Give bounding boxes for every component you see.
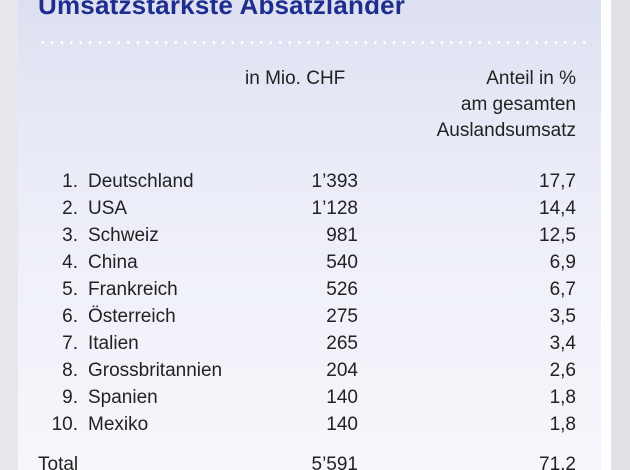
amount-cell: 140 — [326, 414, 358, 435]
total-amount: 5’591 — [311, 454, 359, 470]
share-cell: 17,7 — [539, 171, 576, 192]
amount-cell: 1’128 — [311, 198, 359, 219]
table-row: 6. Österreich 275 3,5 — [18, 303, 601, 330]
country-cell: Deutschland — [88, 171, 194, 192]
amount-cell: 1’393 — [311, 171, 359, 192]
table-body: 1. Deutschland 1’393 17,7 2. USA 1’128 1… — [18, 168, 601, 438]
share-header-line-3: Auslandsumsatz — [436, 120, 576, 141]
rank-cell: 8. — [62, 360, 78, 381]
country-cell: Frankreich — [88, 279, 178, 300]
amount-cell: 275 — [326, 306, 358, 327]
share-cell: 12,5 — [539, 225, 576, 246]
share-cell: 14,4 — [539, 198, 576, 219]
table-row: 2. USA 1’128 14,4 — [18, 195, 601, 222]
share-cell: 3,4 — [549, 333, 576, 354]
share-cell: 6,7 — [549, 279, 576, 300]
amount-cell: 540 — [326, 252, 358, 273]
share-cell: 1,8 — [549, 387, 576, 408]
table-row: 4. China 540 6,9 — [18, 249, 601, 276]
share-cell: 3,5 — [549, 306, 576, 327]
total-row: Total 5’591 71,2 — [18, 451, 601, 470]
amount-cell: 526 — [326, 279, 358, 300]
country-cell: Schweiz — [88, 225, 159, 246]
gray-side-bar — [611, 0, 630, 470]
country-cell: China — [88, 252, 138, 273]
share-cell: 6,9 — [549, 252, 576, 273]
table-row: 5. Frankreich 526 6,7 — [18, 276, 601, 303]
country-cell: Österreich — [88, 306, 176, 327]
share-header-line-2: am gesamten — [460, 94, 576, 115]
country-cell: Italien — [88, 333, 139, 354]
share-column-header: Anteil in % am gesamten Auslandsumsatz — [437, 66, 576, 144]
table-row: 8. Grossbritannien 204 2,6 — [18, 357, 601, 384]
share-cell: 2,6 — [549, 360, 576, 381]
rank-cell: 6. — [62, 306, 78, 327]
amount-cell: 981 — [326, 225, 358, 246]
share-cell: 1,8 — [549, 414, 576, 435]
sales-table-panel: Umsatzstärkste Absatzländer in Mio. CHF … — [18, 0, 601, 470]
amount-column-header: in Mio. CHF — [245, 68, 346, 89]
table-title: Umsatzstärkste Absatzländer — [38, 0, 406, 20]
rank-cell: 7. — [62, 333, 78, 354]
rank-cell: 3. — [62, 225, 78, 246]
country-cell: Spanien — [88, 387, 158, 408]
rank-cell: 9. — [62, 387, 78, 408]
amount-cell: 204 — [326, 360, 358, 381]
rank-cell: 4. — [62, 252, 78, 273]
country-cell: Mexiko — [88, 414, 149, 435]
rank-cell: 5. — [62, 279, 78, 300]
amount-cell: 140 — [326, 387, 358, 408]
table-row: 7. Italien 265 3,4 — [18, 330, 601, 357]
total-share: 71,2 — [539, 454, 576, 470]
table-row: 10. Mexiko 140 1,8 — [18, 411, 601, 438]
country-cell: Grossbritannien — [88, 360, 223, 381]
total-label: Total — [38, 454, 79, 470]
rank-cell: 1. — [62, 171, 78, 192]
right-margin-strip — [601, 0, 630, 470]
rank-cell: 10. — [51, 414, 78, 435]
dotted-divider — [38, 41, 593, 44]
rank-cell: 2. — [62, 198, 78, 219]
country-cell: USA — [88, 198, 128, 219]
table-row: 3. Schweiz 981 12,5 — [18, 222, 601, 249]
share-header-line-1: Anteil in % — [486, 68, 576, 89]
amount-cell: 265 — [326, 333, 358, 354]
table-row: 9. Spanien 140 1,8 — [18, 384, 601, 411]
table-row: 1. Deutschland 1’393 17,7 — [18, 168, 601, 195]
